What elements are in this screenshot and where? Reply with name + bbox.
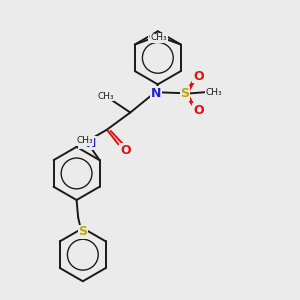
- Text: CH₃: CH₃: [97, 92, 114, 101]
- Text: S: S: [181, 87, 190, 100]
- Text: CH₃: CH₃: [151, 33, 167, 42]
- Text: CH₃: CH₃: [148, 33, 165, 42]
- Text: CH₃: CH₃: [76, 136, 93, 145]
- Text: O: O: [193, 70, 204, 83]
- Text: O: O: [193, 104, 204, 117]
- Text: CH₃: CH₃: [206, 88, 222, 97]
- Text: O: O: [120, 143, 130, 157]
- Text: N: N: [151, 87, 161, 100]
- Text: N: N: [85, 136, 96, 150]
- Text: S: S: [78, 225, 87, 239]
- Text: H: H: [79, 138, 88, 148]
